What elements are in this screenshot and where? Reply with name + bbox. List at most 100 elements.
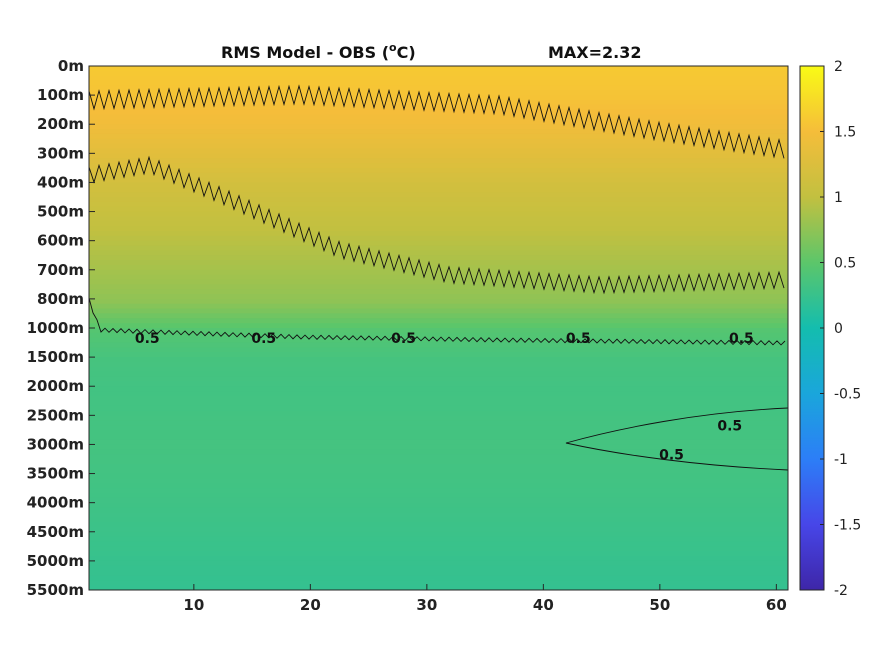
heatmap-cell xyxy=(89,221,788,227)
heatmap-cell xyxy=(89,235,788,242)
heatmap-cell xyxy=(89,124,788,130)
heatmap-cell xyxy=(89,153,788,159)
heatmap-cell xyxy=(89,449,788,455)
heatmap-cell xyxy=(89,580,788,586)
heatmap-cell xyxy=(89,163,788,169)
heatmap-cell xyxy=(89,560,788,567)
contour-0p5 xyxy=(89,297,786,346)
heatmap-cell xyxy=(89,313,788,319)
heatmap-cell xyxy=(89,522,788,528)
y-tick-label: 3000m xyxy=(27,435,84,453)
heatmap-field xyxy=(89,66,788,590)
heatmap-cell xyxy=(89,226,788,232)
heatmap-cell xyxy=(89,129,788,135)
heatmap-cell xyxy=(89,400,788,407)
contour-1 xyxy=(89,155,785,295)
chart-title: RMS Model - OBS (oC) MAX=2.32 xyxy=(221,41,642,62)
contour-label: 0.5 xyxy=(566,331,591,347)
heatmap-cell xyxy=(89,298,788,305)
heatmap-cell xyxy=(89,429,788,436)
y-tick-label: 700m xyxy=(37,261,84,279)
max-annotation: MAX=2.32 xyxy=(548,43,642,62)
heatmap-cell xyxy=(89,556,788,562)
heatmap-cell xyxy=(89,250,788,256)
colorbar-ticks: 2 1.5 1 0.5 0 -0.5 -1 -1.5 -2 xyxy=(820,59,861,599)
heatmap-cell xyxy=(89,391,788,397)
contour-1p5 xyxy=(89,84,785,159)
heatmap-cell xyxy=(89,366,788,373)
heatmap-cell xyxy=(89,201,788,208)
heatmap-cell xyxy=(89,192,788,198)
heatmap-cell xyxy=(89,187,788,193)
heatmap-cell xyxy=(89,434,788,441)
y-tick-label: 1000m xyxy=(27,319,84,337)
contour-label: 0.5 xyxy=(729,331,754,347)
x-tick-label: 30 xyxy=(416,596,437,614)
heatmap-cell xyxy=(89,575,788,581)
heatmap-cell xyxy=(89,439,788,446)
heatmap-cell xyxy=(89,332,788,339)
heatmap-cell xyxy=(89,245,788,251)
heatmap-cell xyxy=(89,148,788,154)
heatmap-cell xyxy=(89,289,788,295)
heatmap-cell xyxy=(89,425,788,431)
heatmap-cell xyxy=(89,279,788,285)
y-tick-label: 800m xyxy=(37,290,84,308)
heatmap-cell xyxy=(89,99,788,106)
colorbar-tick-label: 0 xyxy=(834,321,843,337)
heatmap-cell xyxy=(89,546,788,552)
heatmap-cell xyxy=(89,395,788,402)
colorbar-tick-label: 1.5 xyxy=(834,125,856,141)
heatmap-cell xyxy=(89,182,788,188)
y-tick-label: 600m xyxy=(37,232,84,250)
heatmap-cell xyxy=(89,536,788,543)
heatmap-cell xyxy=(89,352,788,358)
heatmap-cell xyxy=(89,211,788,218)
colorbar-tick-label: 1 xyxy=(834,190,843,206)
heatmap-cell xyxy=(89,357,788,363)
heatmap-cell xyxy=(89,517,788,523)
x-tick-label: 50 xyxy=(649,596,670,614)
heatmap-cell xyxy=(89,80,788,87)
heatmap-cell xyxy=(89,177,788,184)
heatmap-cell xyxy=(89,488,788,494)
x-tick-label: 60 xyxy=(766,596,787,614)
heatmap-cell xyxy=(89,463,788,470)
contour-labels: 0.5 0.5 0.5 0.5 0.5 0.5 0.5 xyxy=(135,331,754,463)
heatmap-cell xyxy=(89,308,788,315)
heatmap-cell xyxy=(89,444,788,450)
heatmap-cell xyxy=(89,570,788,577)
heatmap-cell xyxy=(89,269,788,276)
heatmap-cell xyxy=(89,133,788,140)
x-axis: 10 20 30 40 50 60 xyxy=(183,584,787,614)
title-main: RMS Model - OBS ( xyxy=(221,43,389,62)
x-tick-label: 40 xyxy=(533,596,554,614)
heatmap-cell xyxy=(89,541,788,547)
heatmap-cell xyxy=(89,512,788,518)
y-tick-label: 5000m xyxy=(27,552,84,570)
heatmap-cell xyxy=(89,551,788,557)
svg-text:RMS Model - OBS (oC): RMS Model - OBS (oC) xyxy=(221,41,416,62)
heatmap-cell xyxy=(89,294,788,300)
heatmap-cell xyxy=(89,318,788,324)
colorbar-tick-label: -0.5 xyxy=(834,387,861,403)
heatmap-cell xyxy=(89,478,788,484)
heatmap-cell xyxy=(89,66,788,72)
heatmap-cell xyxy=(89,361,788,368)
heatmap-cell xyxy=(89,531,788,538)
x-tick-label: 10 xyxy=(183,596,204,614)
heatmap-cell xyxy=(89,376,788,382)
contour-label: 0.5 xyxy=(391,331,416,347)
contour-label: 0.5 xyxy=(717,418,742,434)
heatmap-cell xyxy=(89,468,788,475)
heatmap-cell xyxy=(89,143,788,150)
colorbar-tick-label: 2 xyxy=(834,59,843,75)
heatmap-cell xyxy=(89,109,788,116)
heatmap-cell xyxy=(89,386,788,392)
heatmap-cell xyxy=(89,303,788,310)
y-tick-label: 2000m xyxy=(27,377,84,395)
y-tick-label: 4000m xyxy=(27,494,84,512)
contour-label: 0.5 xyxy=(659,447,684,463)
heatmap-cell xyxy=(89,405,788,412)
